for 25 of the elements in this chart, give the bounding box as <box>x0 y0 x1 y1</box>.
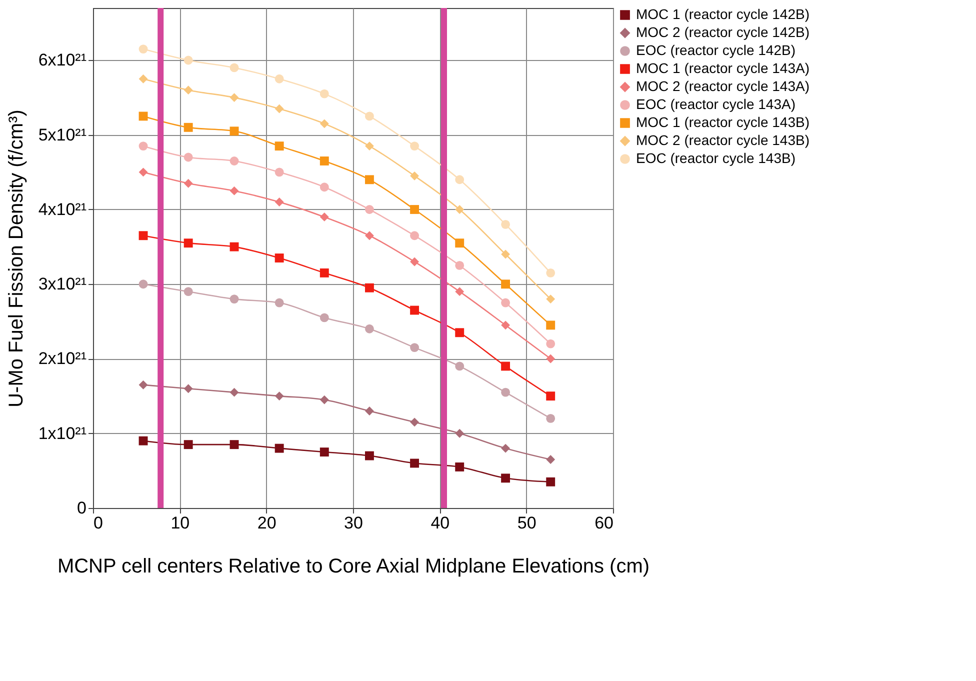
x-tick-label: 20 <box>257 514 276 532</box>
x-tick-label: 10 <box>170 514 190 532</box>
y-tick-label: 6x10²¹ <box>38 50 87 70</box>
y-axis-title: U-Mo Fuel Fission Density (f/cm³) <box>5 110 28 408</box>
x-tick-label: 40 <box>430 514 450 532</box>
y-tick-label: 1x10²¹ <box>38 424 87 443</box>
legend-label: MOC 2 (reactor cycle 142B) <box>636 24 810 40</box>
x-tick-label: 60 <box>594 514 614 532</box>
y-tick-label: 3x10²¹ <box>38 274 87 294</box>
legend-label: MOC 1 (reactor cycle 142B) <box>636 6 810 22</box>
x-axis-title: MCNP cell centers Relative to Core Axial Midplane Elevations (cm) <box>57 556 650 578</box>
legend-label: EOC (reactor cycle 142B) <box>636 42 796 58</box>
x-tick-label: 30 <box>344 514 363 532</box>
y-tick-label: 0 <box>77 498 86 518</box>
y-tick-label: 4x10²¹ <box>38 200 87 219</box>
legend-label: EOC (reactor cycle 143A) <box>636 96 796 112</box>
legend-label: MOC 2 (reactor cycle 143B) <box>636 132 810 148</box>
legend-label: MOC 1 (reactor cycle 143A) <box>636 60 810 76</box>
x-tick-label: 50 <box>517 514 536 532</box>
legend-label: MOC 2 (reactor cycle 143A) <box>636 78 810 94</box>
y-tick-label: 2x10²¹ <box>38 349 87 368</box>
y-tick-label: 5x10²¹ <box>38 125 87 144</box>
legend-label: EOC (reactor cycle 143B) <box>636 150 796 166</box>
x-tick-label: 0 <box>94 514 103 532</box>
legend-label: MOC 1 (reactor cycle 143B) <box>636 114 810 130</box>
